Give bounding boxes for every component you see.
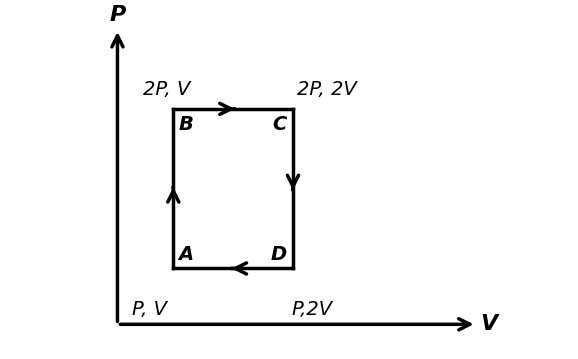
Text: C: C — [272, 115, 287, 134]
Text: B: B — [178, 115, 193, 134]
Text: P, V: P, V — [132, 300, 167, 320]
Text: 2P, 2V: 2P, 2V — [297, 80, 357, 99]
Text: A: A — [178, 245, 193, 264]
Text: P,2V: P,2V — [291, 300, 332, 320]
Text: P: P — [109, 5, 125, 25]
Text: D: D — [271, 245, 287, 264]
Text: V: V — [480, 314, 498, 334]
Text: 2P, V: 2P, V — [143, 80, 190, 99]
